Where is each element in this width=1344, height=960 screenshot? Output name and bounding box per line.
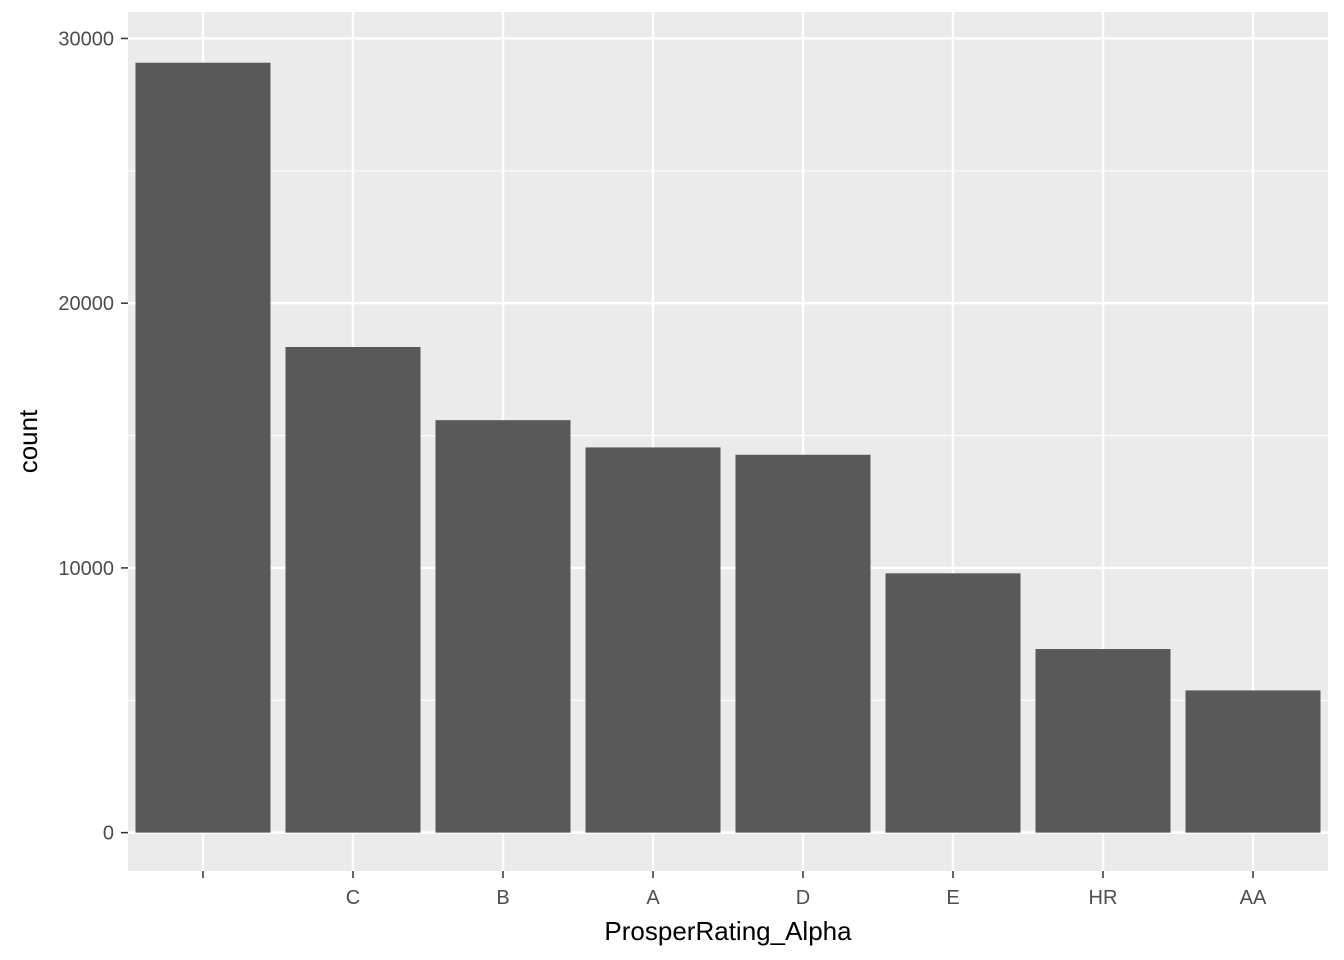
bars <box>135 62 1321 833</box>
x-tick-label: C <box>346 887 360 909</box>
x-tick-label: HR <box>1089 887 1118 909</box>
y-tick-label: 10000 <box>58 558 114 580</box>
x-tick-label: E <box>946 887 959 909</box>
bar <box>1185 690 1321 833</box>
x-axis: C B A D E HR AA <box>202 871 1267 909</box>
y-tick-label: 20000 <box>58 293 114 315</box>
bar <box>1035 649 1171 833</box>
bar <box>885 573 1021 833</box>
x-axis-title: ProsperRating_Alpha <box>604 916 852 946</box>
y-axis: 0 10000 20000 30000 <box>58 28 128 845</box>
bar <box>435 420 571 833</box>
bar <box>285 346 421 833</box>
bar <box>135 62 271 833</box>
x-tick-label: B <box>496 887 509 909</box>
y-tick-label: 30000 <box>58 28 114 50</box>
y-axis-title: count <box>13 409 43 473</box>
x-tick-label: A <box>646 887 660 909</box>
y-tick-label: 0 <box>103 823 114 845</box>
x-tick-label: D <box>796 887 810 909</box>
x-tick-label: AA <box>1240 887 1267 909</box>
bar <box>735 454 871 833</box>
bar <box>585 447 721 833</box>
